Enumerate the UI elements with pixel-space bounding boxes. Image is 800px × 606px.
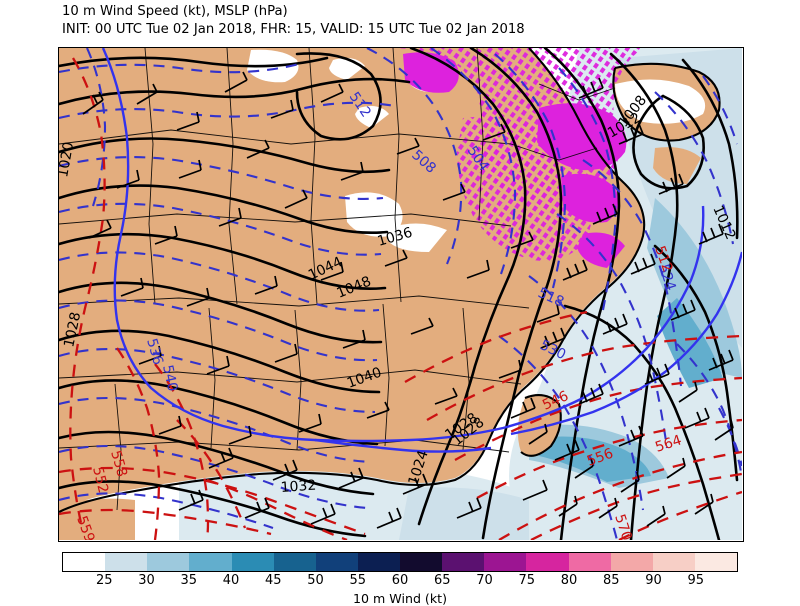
colorbar-swatch: [231, 553, 274, 571]
colorbar-swatches[interactable]: [62, 552, 738, 572]
svg-text:1028: 1028: [61, 311, 84, 349]
colorbar-tick-label: 95: [687, 573, 705, 588]
page-subtitle: INIT: 00 UTC Tue 02 Jan 2018, FHR: 15, V…: [62, 21, 525, 37]
colorbar-tick-label: 45: [264, 573, 282, 588]
svg-text:1032: 1032: [280, 478, 317, 496]
colorbar-tick-label: 65: [433, 573, 451, 588]
colorbar-swatch: [63, 553, 106, 571]
svg-text:536: 536: [143, 337, 166, 367]
colorbar-label: 10 m Wind (kt): [352, 591, 447, 606]
colorbar-swatch: [526, 553, 569, 571]
thickness-contours-blue: [59, 48, 742, 540]
wind-barbs: [82, 71, 734, 529]
colorbar-tick-label: 85: [602, 573, 620, 588]
colorbar: 25 30 35 40 45 50 55 60 65 70 75 80 85 90 95 10 m Wind…: [62, 552, 738, 606]
colorbar-swatch: [315, 553, 358, 571]
svg-text:558: 558: [107, 449, 130, 479]
colorbar-swatch: [189, 553, 232, 571]
colorbar-swatch: [442, 553, 485, 571]
colorbar-swatch: [105, 553, 148, 571]
colorbar-swatch: [652, 553, 695, 571]
svg-text:564: 564: [653, 432, 683, 456]
svg-text:570: 570: [611, 512, 634, 540]
colorbar-tick-label: 30: [138, 573, 155, 588]
svg-text:524: 524: [655, 262, 679, 292]
colorbar-tick-label: 55: [349, 573, 367, 588]
freezing-line: [101, 48, 742, 453]
page-title: 10 m Wind Speed (kt), MSLP (hPa): [62, 4, 288, 19]
colorbar-swatch: [400, 553, 443, 571]
colorbar-tick-label: 35: [180, 573, 198, 588]
colorbar-tick-label: 50: [307, 573, 324, 588]
coastline: [59, 48, 721, 513]
svg-text:552: 552: [89, 465, 111, 495]
thickness-contours-red: [59, 57, 742, 540]
colorbar-swatch: [484, 553, 527, 571]
colorbar-ticks: 25 30 35 40 45 50 55 60 65 70 75 80 85 90 95: [62, 572, 738, 590]
colorbar-tick-label: 75: [518, 573, 536, 588]
colorbar-tick-label: 40: [222, 573, 240, 588]
map-layers: 1048 1044 1040 1036 1032 1028 1024 1020 …: [59, 48, 742, 540]
colorbar-swatch: [694, 553, 737, 571]
inland-water: [247, 49, 706, 252]
colorbar-tick-label: 90: [645, 573, 662, 588]
political-borders: [59, 48, 616, 511]
colorbar-tick-label: 80: [560, 573, 578, 588]
colorbar-swatch: [273, 553, 316, 571]
map-panel[interactable]: 1048 1044 1040 1036 1032 1028 1024 1020 …: [58, 47, 744, 542]
colorbar-tick-label: 25: [95, 573, 113, 588]
colorbar-swatch: [568, 553, 611, 571]
title-block: 10 m Wind Speed (kt), MSLP (hPa) INIT: 0…: [62, 3, 762, 38]
colorbar-swatch: [610, 553, 653, 571]
colorbar-tick-label: 60: [391, 573, 409, 588]
svg-text:540: 540: [159, 364, 180, 393]
colorbar-swatch: [357, 553, 400, 571]
colorbar-tick-label: 70: [476, 573, 493, 588]
svg-text:1020: 1020: [59, 141, 77, 179]
map-canvas: 1048 1044 1040 1036 1032 1028 1024 1020 …: [59, 48, 742, 540]
colorbar-swatch: [147, 553, 190, 571]
